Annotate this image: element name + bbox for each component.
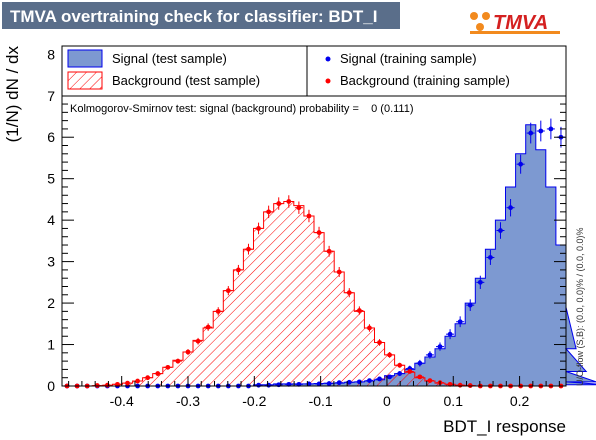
background-training-point (375, 339, 384, 346)
y-tick-label: 6 (47, 129, 55, 145)
background-training-point (365, 324, 374, 332)
signal-training-point (415, 359, 424, 367)
legend-entry-background-test: Background (test sample) (67, 71, 260, 90)
signal-training-point (496, 222, 505, 239)
y-tick-label: 3 (47, 254, 55, 270)
y-tick-label: 4 (47, 212, 55, 228)
legend-entry-signal-training: Signal (training sample) (325, 51, 477, 66)
background-training-point (123, 380, 132, 386)
ks-annotation: Kolmogorov-Smirnov test: signal (backgro… (70, 103, 414, 115)
y-tick-label: 0 (47, 378, 55, 394)
y-tick-label: 5 (47, 171, 55, 187)
background-training-point (163, 364, 172, 370)
legend-entry-signal-test: Signal (test sample) (67, 49, 227, 68)
signal-training-point (325, 381, 334, 386)
background-training-point (385, 352, 394, 358)
background-training-point (355, 306, 364, 315)
signal-training-point (335, 380, 344, 386)
signal-training-point (466, 299, 475, 311)
legend-entry-background-training: Background (training sample) (325, 73, 510, 88)
signal-training-point (476, 275, 485, 289)
signal-training-point (506, 199, 515, 217)
signal-training-point (425, 351, 434, 359)
y-tick-label: 7 (47, 88, 55, 104)
background-training-point (335, 267, 344, 277)
signal-training-point (345, 379, 354, 385)
x-tick-label: 0.1 (444, 393, 464, 409)
chart-title: TMVA overtraining check for classifier: … (10, 7, 377, 26)
x-tick-label: -0.1 (309, 393, 333, 409)
legend-label: Signal (training sample) (340, 51, 477, 66)
background-training-point (415, 374, 424, 380)
title-box (2, 2, 400, 29)
background-training-point (224, 286, 233, 296)
background-training-point (345, 288, 354, 298)
x-axis-label: BDT_I response (443, 417, 566, 436)
signal-training-point (546, 118, 555, 140)
background-training-point (264, 205, 273, 219)
background-training-point (214, 307, 223, 316)
x-tick-label: -0.4 (110, 393, 134, 409)
x-tick-label: 0 (383, 393, 391, 409)
background-training-point (315, 226, 324, 239)
logo-text: TMVA (493, 12, 548, 34)
background-training-point (254, 222, 263, 235)
background-training-point (284, 195, 293, 208)
signal-training-point (446, 329, 455, 340)
legend-label: Background (training sample) (340, 73, 510, 88)
legend: Signal (test sample) Background (test sa… (61, 45, 567, 97)
x-tick-label: 0.2 (510, 393, 530, 409)
legend-label: Background (test sample) (112, 73, 260, 88)
x-tick-label: -0.3 (176, 393, 200, 409)
background-training-point (405, 369, 414, 374)
background-training-point (294, 201, 303, 214)
background-training-point (153, 371, 162, 376)
background-training-point (204, 323, 213, 331)
y-tick-label: 2 (47, 295, 55, 311)
signal-training-point (436, 342, 444, 351)
background-training-point (274, 197, 283, 210)
background-training-point (194, 337, 203, 345)
background-training-point (244, 243, 253, 255)
signal-training-point (526, 122, 535, 144)
background-training-point (304, 209, 313, 223)
legend-label: Signal (test sample) (112, 51, 227, 66)
tmva-logo: TMVA (470, 12, 560, 34)
background-test-histogram (62, 201, 566, 387)
signal-training-point (365, 378, 374, 384)
background-training-point (325, 245, 334, 257)
background-training-point (395, 362, 404, 368)
background-training-point (234, 264, 243, 275)
background-training-point (425, 378, 434, 384)
signal-training-point (486, 250, 495, 265)
background-training-point (173, 358, 182, 364)
background-training-point (184, 349, 192, 355)
signal-training-point (516, 154, 525, 174)
signal-training-point (375, 376, 384, 382)
y-tick-label: 1 (47, 337, 55, 353)
x-tick-label: -0.2 (242, 393, 266, 409)
y-tick-label: 8 (47, 46, 55, 62)
signal-training-point (456, 316, 465, 328)
overflow-note: U/O-flow (S,B): (0.0, 0.0)% / (0.0, 0.0)… (575, 227, 585, 386)
signal-training-point (395, 371, 404, 377)
background-training-point (143, 375, 152, 381)
signal-training-point (536, 120, 545, 142)
y-axis-label: (1/N) dN / dx (3, 46, 22, 143)
